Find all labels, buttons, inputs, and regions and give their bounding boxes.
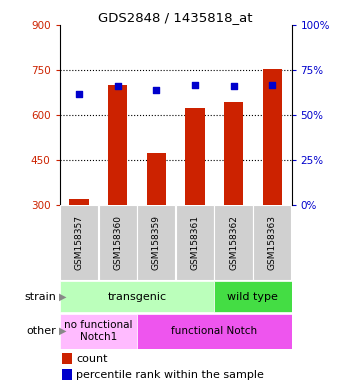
Point <box>231 83 236 89</box>
Bar <box>147 153 166 205</box>
Bar <box>224 102 243 205</box>
Text: count: count <box>76 354 107 364</box>
Text: wild type: wild type <box>227 291 278 302</box>
Point <box>115 83 120 89</box>
Bar <box>253 205 291 280</box>
Point <box>192 81 198 88</box>
Point <box>269 81 275 88</box>
Bar <box>214 281 292 312</box>
Bar <box>69 199 89 205</box>
Text: GSM158361: GSM158361 <box>190 215 199 270</box>
Bar <box>62 353 72 364</box>
Bar <box>108 85 127 205</box>
Text: GSM158363: GSM158363 <box>268 215 277 270</box>
Bar <box>214 205 253 280</box>
Bar <box>99 205 137 280</box>
Bar <box>137 314 292 349</box>
Text: transgenic: transgenic <box>107 291 166 302</box>
Point <box>76 91 82 97</box>
Text: GSM158357: GSM158357 <box>74 215 84 270</box>
Text: GSM158359: GSM158359 <box>152 215 161 270</box>
Title: GDS2848 / 1435818_at: GDS2848 / 1435818_at <box>98 11 253 24</box>
Text: GSM158362: GSM158362 <box>229 215 238 270</box>
Bar <box>176 205 214 280</box>
Text: strain: strain <box>25 291 56 302</box>
Text: GSM158360: GSM158360 <box>113 215 122 270</box>
Bar <box>60 205 98 280</box>
Bar <box>62 369 72 381</box>
Point <box>153 87 159 93</box>
Text: no functional
Notch1: no functional Notch1 <box>64 320 133 342</box>
Bar <box>60 281 214 312</box>
Text: functional Notch: functional Notch <box>171 326 257 336</box>
Text: ▶: ▶ <box>59 326 66 336</box>
Text: ▶: ▶ <box>59 291 66 302</box>
Bar <box>60 314 137 349</box>
Bar <box>185 108 205 205</box>
Text: other: other <box>27 326 56 336</box>
Bar <box>137 205 175 280</box>
Text: percentile rank within the sample: percentile rank within the sample <box>76 370 264 380</box>
Bar <box>263 69 282 205</box>
